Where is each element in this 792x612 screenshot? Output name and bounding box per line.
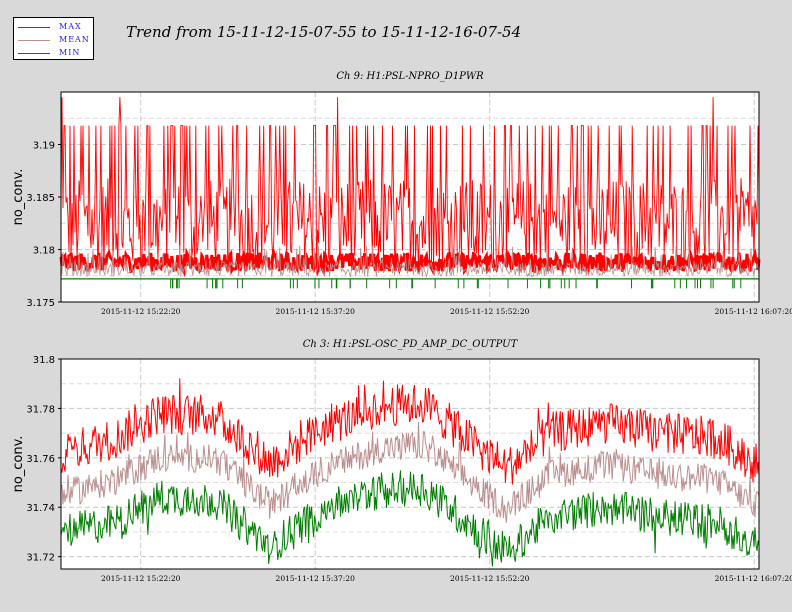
legend-label-mean: MEAN (59, 35, 90, 44)
legend-label-max: MAX (59, 22, 82, 31)
series-min-line (60, 470, 760, 567)
series-mean-line (60, 245, 760, 279)
x-tick-label: 2015-11-12 15:37:20 (276, 574, 356, 583)
x-tick-label: 2015-11-12 16:07:20 (715, 307, 792, 316)
y-tick-label: 3.175 (26, 298, 55, 309)
y-tick-label: 31.78 (26, 404, 55, 415)
plot-area (61, 359, 759, 569)
legend-item-max: MAX (18, 21, 94, 33)
legend-item-min: MIN (18, 47, 94, 59)
page-title: Trend from 15-11-12-15-07-55 to 15-11-12… (126, 23, 522, 41)
y-axis-label: no_conv. (11, 169, 26, 226)
chart-d1pwr: Ch 9: H1:PSL-NPRO_D1PWR 3.175 3.18 3.185 3.1… (11, 71, 792, 316)
plot-frame (60, 91, 760, 303)
series-max-line (60, 97, 760, 273)
y-tick-label: 3.19 (33, 141, 55, 152)
y-tick-label: 31.76 (26, 454, 55, 465)
x-tick-label: 2015-11-12 16:07:20 (715, 574, 792, 583)
plot-frame (60, 358, 760, 570)
x-tick-label: 2015-11-12 15:37:20 (276, 307, 356, 316)
legend: MAX MEAN MIN (13, 17, 94, 60)
series-max-line (60, 378, 760, 485)
legend-swatch-max (18, 27, 50, 28)
series-max-band (59, 247, 761, 278)
y-tick-label: 31.74 (26, 503, 55, 514)
legend-swatch-mean (18, 40, 50, 41)
y-tick-label: 3.185 (26, 193, 55, 204)
y-axis-label: no_conv. (11, 436, 26, 493)
y-tick-label: 31.8 (33, 355, 55, 366)
series-mean-line (60, 421, 760, 523)
x-tick-label: 2015-11-12 15:22:20 (101, 574, 181, 583)
x-tick-label: 2015-11-12 15:22:20 (101, 307, 181, 316)
chart-title: Ch 9: H1:PSL-NPRO_D1PWR (336, 71, 484, 82)
legend-swatch-min (18, 53, 50, 54)
chart-title: Ch 3: H1:PSL-OSC_PD_AMP_DC_OUTPUT (303, 339, 519, 350)
legend-label-min: MIN (59, 48, 81, 57)
x-tick-label: 2015-11-12 15:52:20 (450, 307, 530, 316)
x-tick-label: 2015-11-12 15:52:20 (450, 574, 530, 583)
legend-item-mean: MEAN (18, 34, 94, 46)
y-tick-label: 31.72 (26, 553, 55, 564)
y-tick-label: 3.18 (33, 246, 55, 257)
